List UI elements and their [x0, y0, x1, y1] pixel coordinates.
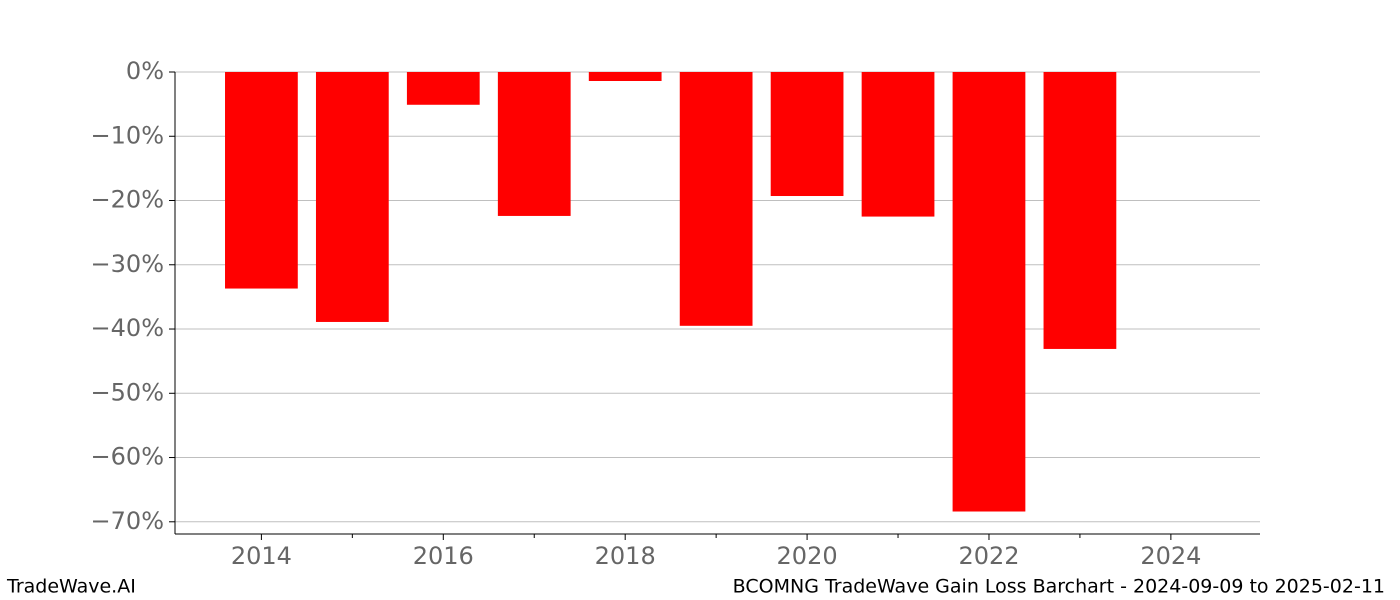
bar — [770, 72, 844, 197]
footer-left: TradeWave.AI — [6, 576, 136, 598]
x-tick-label: 2016 — [413, 542, 474, 570]
y-tick-label: −50% — [91, 378, 164, 406]
x-tick-label: 2018 — [595, 542, 656, 570]
y-tick-label: −30% — [91, 250, 164, 278]
bar — [952, 72, 1026, 512]
y-tick-label: −20% — [91, 186, 164, 214]
bar — [679, 72, 753, 326]
x-tick-label: 2020 — [777, 542, 838, 570]
x-tick-label: 2022 — [958, 542, 1019, 570]
y-tick-label: 0% — [126, 57, 164, 85]
bar — [588, 72, 662, 81]
footer-right: BCOMNG TradeWave Gain Loss Barchart - 20… — [733, 576, 1385, 598]
x-tick-label: 2014 — [231, 542, 292, 570]
x-tick-label: 2024 — [1140, 542, 1201, 570]
bar — [1043, 72, 1117, 349]
bar — [406, 72, 480, 105]
bar — [497, 72, 571, 216]
bar — [225, 72, 298, 289]
y-tick-label: −60% — [91, 443, 164, 471]
bar — [861, 72, 935, 217]
y-tick-label: −70% — [91, 507, 164, 535]
y-tick-label: −10% — [91, 121, 164, 149]
y-tick-label: −40% — [91, 314, 164, 342]
bar — [315, 72, 389, 322]
